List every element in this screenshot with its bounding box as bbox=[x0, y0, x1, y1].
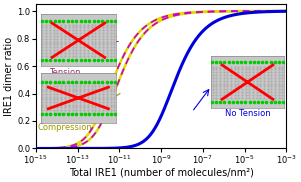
Text: Tension: Tension bbox=[49, 68, 80, 77]
Text: Compression: Compression bbox=[37, 123, 92, 132]
X-axis label: Total IRE1 (number of molecules/nm²): Total IRE1 (number of molecules/nm²) bbox=[69, 168, 253, 178]
Y-axis label: IRE1 dimer ratio: IRE1 dimer ratio bbox=[4, 37, 14, 116]
Text: No Tension: No Tension bbox=[225, 109, 270, 118]
